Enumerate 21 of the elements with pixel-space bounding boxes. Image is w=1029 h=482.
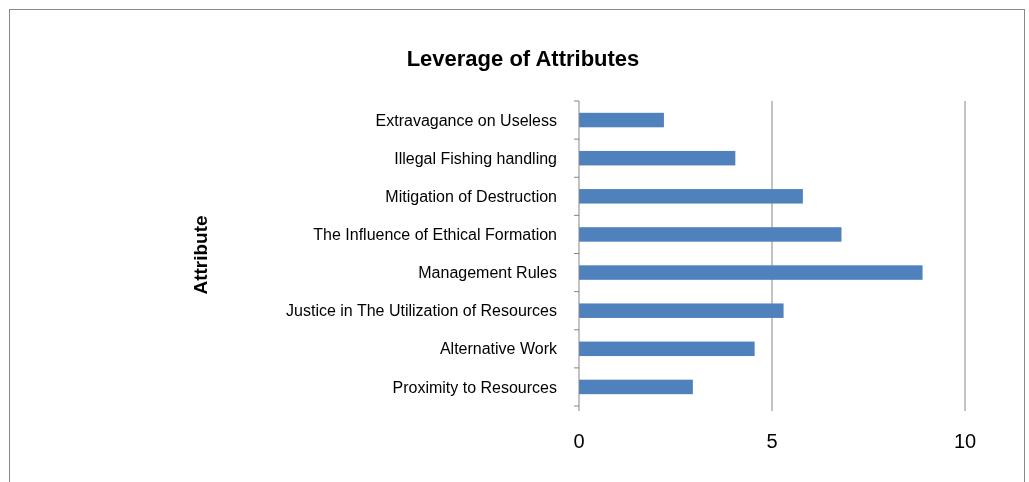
bar (579, 379, 693, 395)
x-tick-label: 5 (766, 430, 778, 452)
y-tick-label: Alternative Work (439, 340, 558, 358)
chart-title: Leverage of Attributes (406, 46, 640, 71)
y-tick-label: Extravagance on Useless (375, 111, 557, 129)
bar (579, 189, 803, 204)
y-tick-label: The Influence of Ethical Formation (313, 226, 557, 244)
bar (579, 303, 784, 318)
x-tick-label: 0 (573, 430, 585, 452)
bar (579, 341, 755, 357)
y-tick-label: Proximity to Resources (392, 378, 557, 396)
bar (579, 150, 736, 166)
y-tick-label: Illegal Fishing handling (394, 149, 557, 167)
y-tick-label: Management Rules (418, 264, 557, 282)
bar (579, 227, 842, 242)
y-axis-title: Attribute (190, 215, 211, 295)
bar (579, 112, 664, 128)
bar (579, 265, 923, 280)
y-tick-label: Justice in The Utilization of Resources (286, 302, 557, 320)
x-tick-label: 10 (953, 430, 977, 452)
y-tick-label: Mitigation of Destruction (385, 187, 557, 205)
